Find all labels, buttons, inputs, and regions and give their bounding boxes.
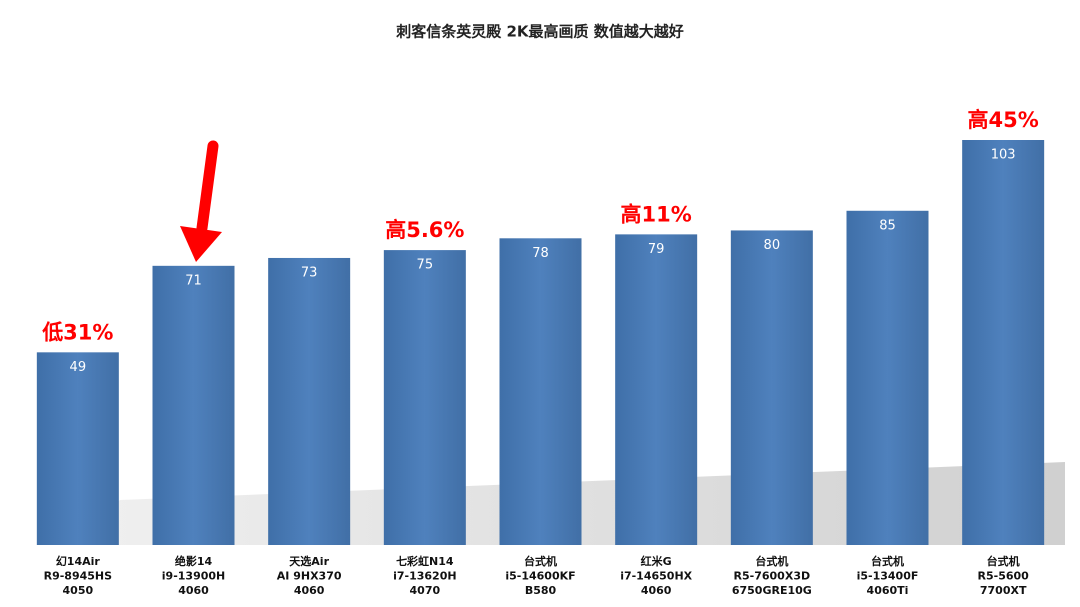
arrow — [180, 140, 222, 262]
value-label: 103 — [991, 148, 1016, 163]
value-label: 85 — [879, 218, 896, 233]
value-label: 71 — [185, 273, 202, 288]
bar — [36, 352, 119, 545]
x-tick-label: i5-14600KF — [505, 570, 575, 583]
x-tick-label: AI 9HX370 — [277, 570, 342, 583]
x-tick-label: 4070 — [410, 584, 441, 597]
x-tick-label: i7-14650HX — [620, 570, 692, 583]
x-tick-label: 绝影14 — [175, 554, 213, 568]
x-tick-label: 台式机 — [755, 554, 788, 568]
annotation: 低31% — [41, 320, 113, 344]
x-tick-label: 台式机 — [524, 554, 557, 568]
x-tick-label: B580 — [525, 584, 557, 597]
x-tick-label: i9-13900H — [162, 570, 225, 583]
bar — [499, 238, 582, 545]
bar — [152, 265, 235, 545]
x-tick-label: 4060 — [178, 584, 209, 597]
bar — [615, 234, 698, 545]
annotation: 高45% — [968, 108, 1039, 132]
value-label: 49 — [70, 360, 87, 375]
x-tick-label: 7700XT — [980, 584, 1027, 597]
value-label: 73 — [301, 265, 318, 280]
x-tick-label: 4050 — [63, 584, 94, 597]
x-tick-label: R5-7600X3D — [734, 570, 811, 583]
annotation: 高5.6% — [385, 218, 464, 242]
x-tick-label: 4060 — [294, 584, 325, 597]
bar — [383, 250, 466, 545]
chart-title: 刺客信条英灵殿 2K最高画质 数值越大越好 — [396, 23, 684, 41]
x-tick-label: 七彩虹N14 — [396, 554, 454, 568]
x-tick-label: i5-13400F — [857, 570, 919, 583]
x-tick-label: 天选Air — [289, 554, 329, 568]
bar — [730, 230, 813, 545]
value-label: 75 — [417, 258, 434, 273]
x-tick-label: 6750GRE10G — [732, 584, 812, 597]
x-tick-label: 台式机 — [987, 554, 1020, 568]
value-label: 80 — [764, 238, 781, 253]
bar — [846, 210, 929, 545]
x-tick-label: 4060Ti — [867, 584, 909, 597]
bar — [268, 257, 351, 545]
x-tick-label: 台式机 — [871, 554, 904, 568]
annotation: 高11% — [621, 202, 692, 226]
x-tick-label: 4060 — [641, 584, 672, 597]
x-tick-label: R5-5600 — [978, 570, 1030, 583]
value-label: 79 — [648, 242, 665, 257]
x-tick-label: i7-13620H — [393, 570, 456, 583]
bar — [962, 140, 1045, 545]
x-tick-label: 幻14Air — [56, 554, 101, 568]
x-tick-label: R9-8945HS — [44, 570, 113, 583]
value-label: 78 — [532, 246, 549, 261]
x-tick-label: 红米G — [641, 554, 672, 568]
